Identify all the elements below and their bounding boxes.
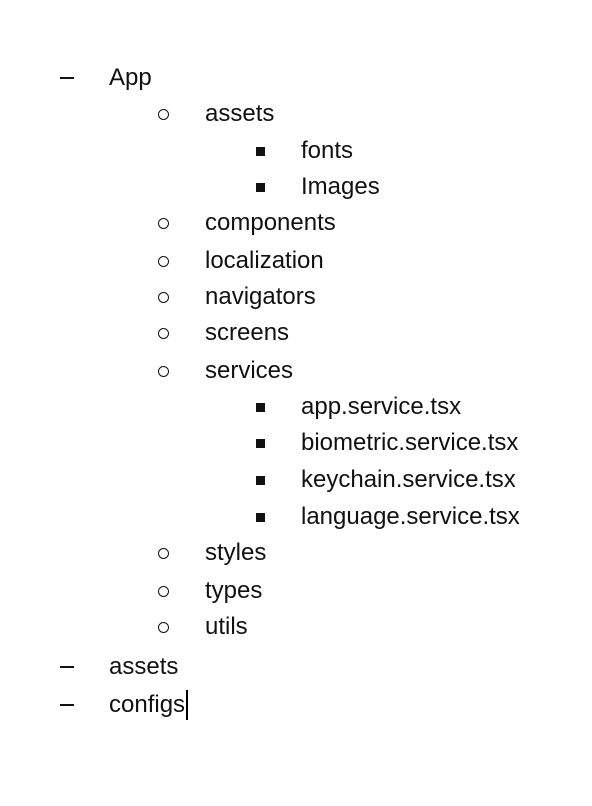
list-item-text: language.service.tsx xyxy=(301,503,520,530)
dash-bullet-icon xyxy=(60,688,80,722)
list-item-text: assets xyxy=(109,653,179,680)
list-item-text: components xyxy=(205,209,336,236)
list-item-text: Images xyxy=(301,173,380,200)
dash-bullet-icon xyxy=(60,61,80,95)
list-item-text: biometric.service.tsx xyxy=(301,429,519,456)
list-item-text: app.service.tsx xyxy=(301,393,462,420)
square-bullet-icon xyxy=(256,463,276,497)
circle-bullet-icon xyxy=(158,574,178,608)
list-item-text: screens xyxy=(205,319,290,346)
list-item-text: types xyxy=(205,577,263,604)
circle-bullet-icon xyxy=(158,354,178,388)
list-item-text: utils xyxy=(205,613,248,640)
dash-bullet-icon xyxy=(60,650,80,684)
square-bullet-icon xyxy=(256,134,276,168)
list-item-text: keychain.service.tsx xyxy=(301,466,516,493)
circle-bullet-icon xyxy=(158,280,178,314)
square-bullet-icon xyxy=(256,390,276,424)
list-item-text: localization xyxy=(205,247,324,274)
square-bullet-icon xyxy=(256,170,276,204)
list-item-text-with-caret: configs xyxy=(109,688,188,722)
square-bullet-icon xyxy=(256,500,276,534)
list-item-text: App xyxy=(109,64,152,91)
list-item-text: configs xyxy=(109,691,186,718)
text-caret xyxy=(186,689,188,720)
circle-bullet-icon xyxy=(158,316,178,350)
list-item-text: services xyxy=(205,357,294,384)
circle-bullet-icon xyxy=(158,206,178,240)
circle-bullet-icon xyxy=(158,610,178,644)
circle-bullet-icon xyxy=(158,97,178,131)
list-item-text: styles xyxy=(205,539,267,566)
circle-bullet-icon xyxy=(158,244,178,278)
list-item-text: fonts xyxy=(301,137,354,164)
square-bullet-icon xyxy=(256,426,276,460)
list-item-text: navigators xyxy=(205,283,316,310)
circle-bullet-icon xyxy=(158,536,178,570)
list-item-text: assets xyxy=(205,100,275,127)
